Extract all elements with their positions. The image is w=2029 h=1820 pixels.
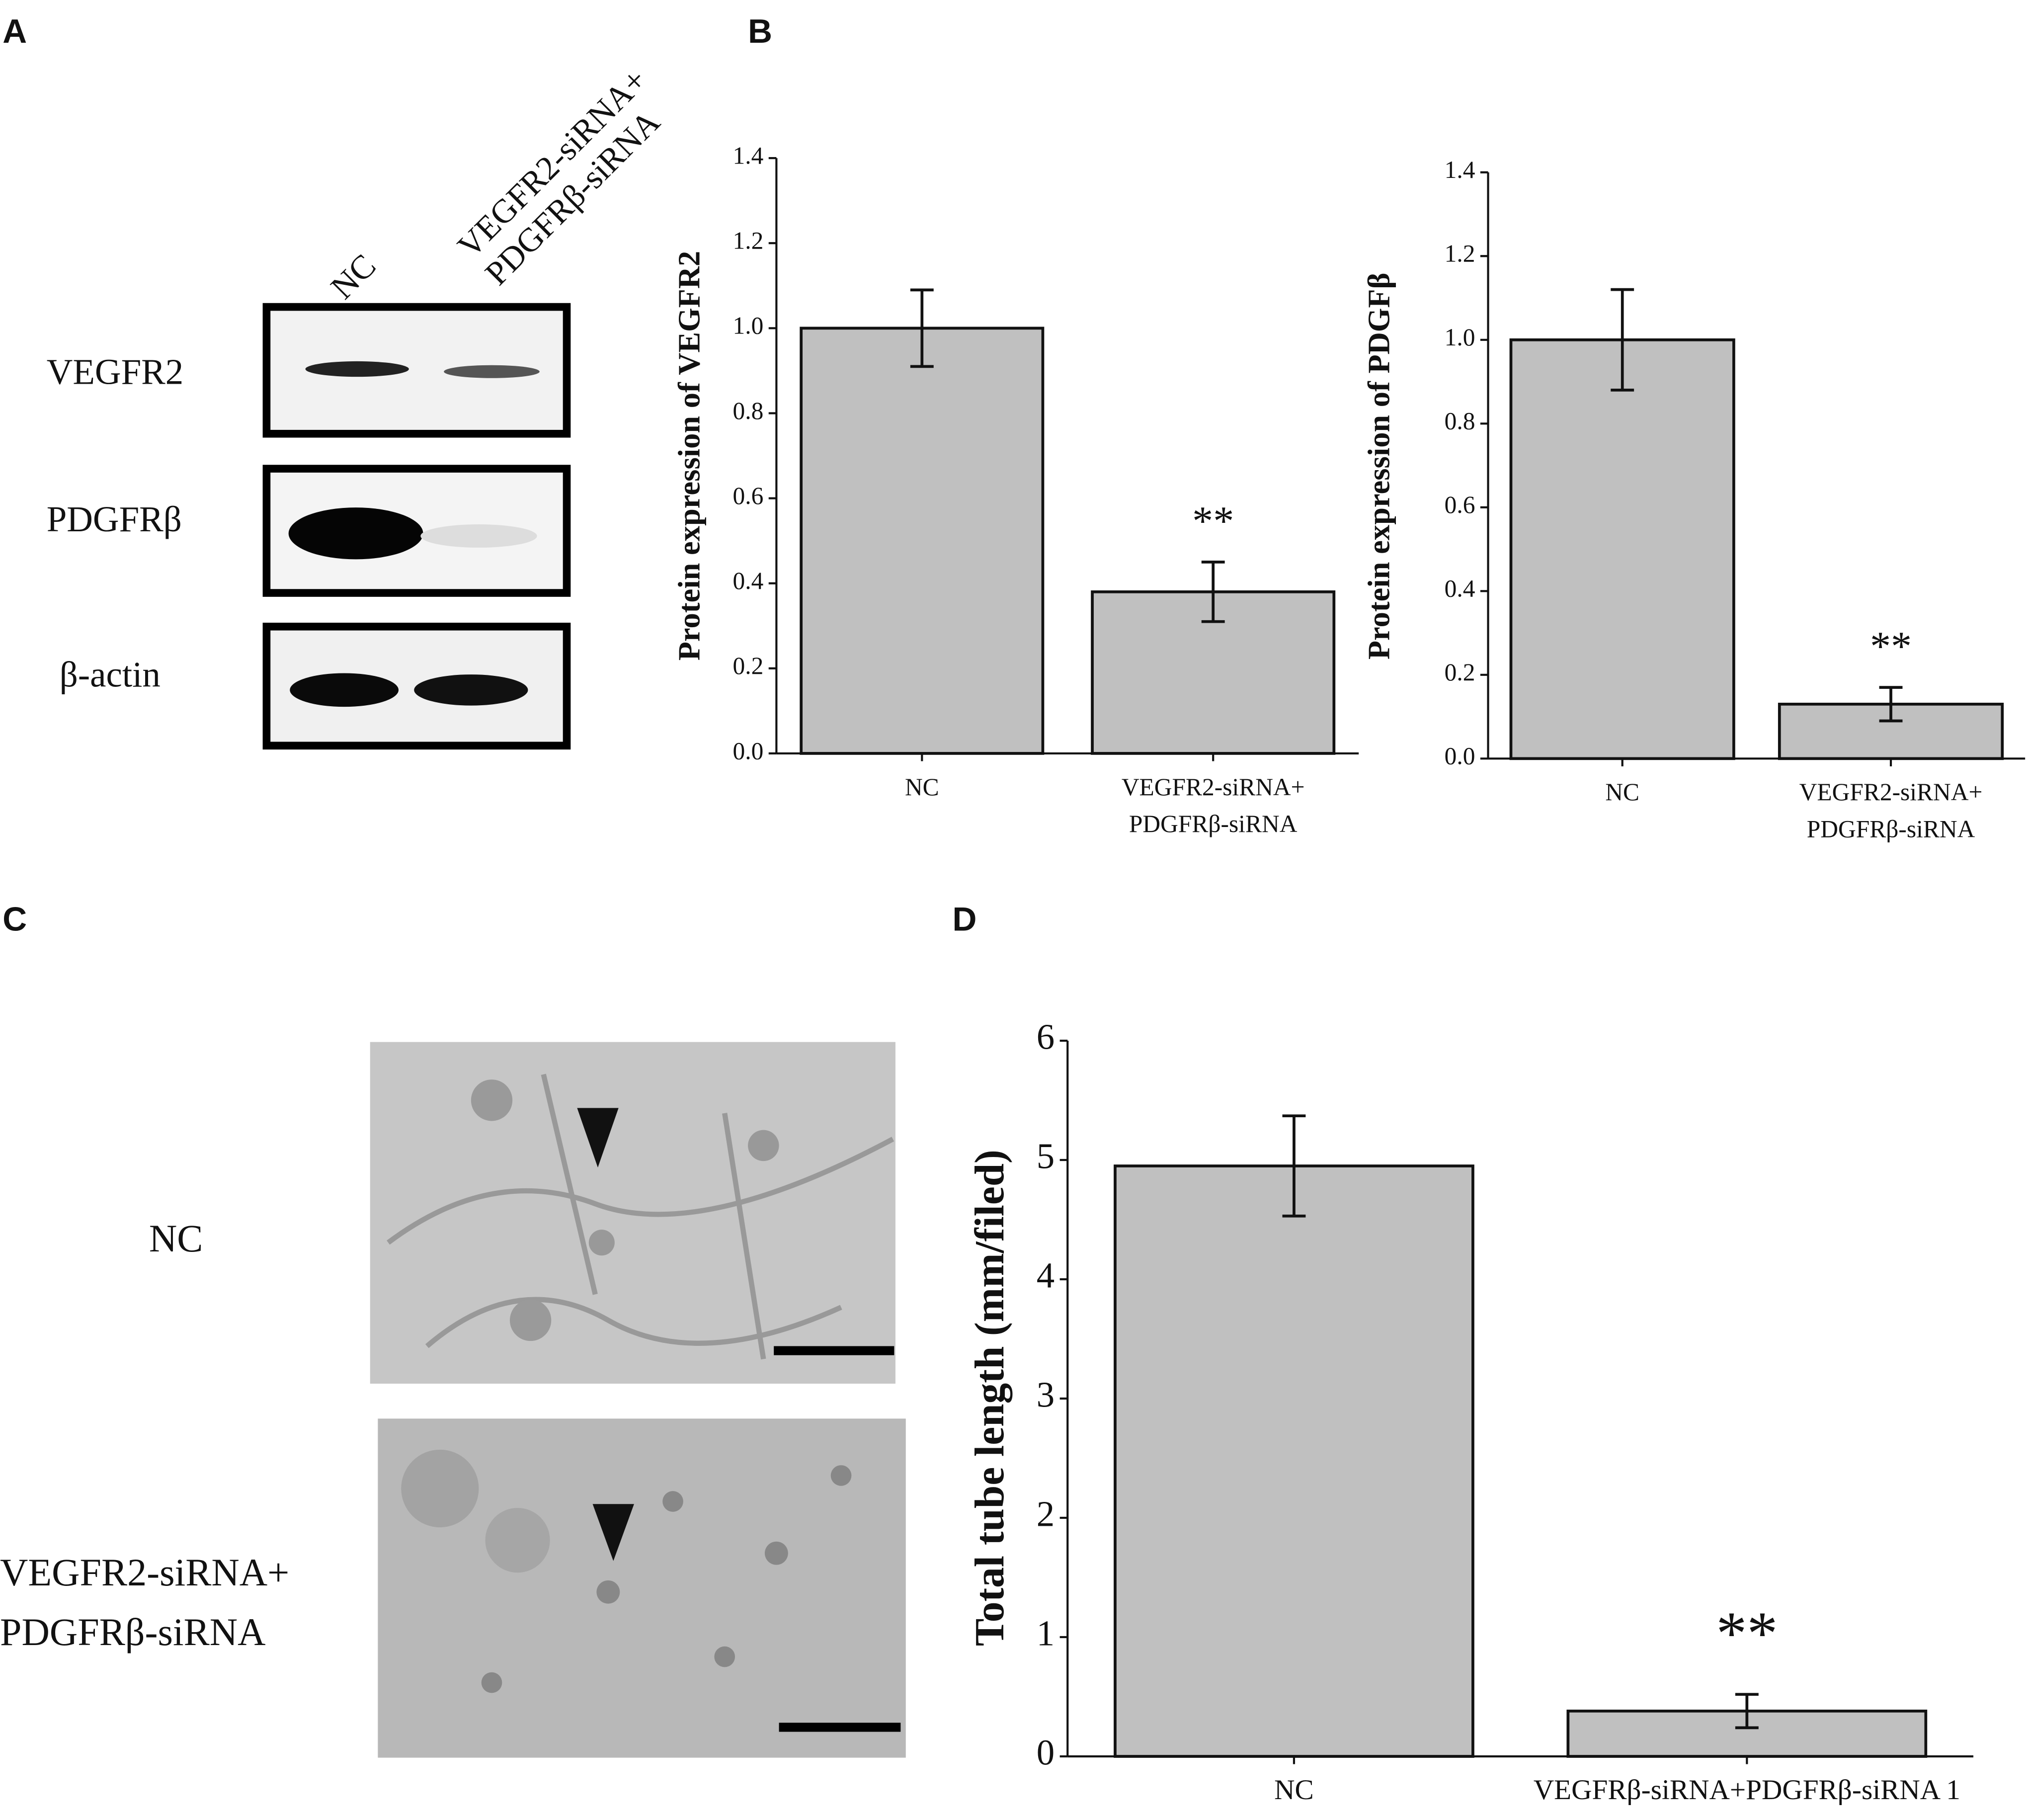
blot-images [262,303,571,750]
significance: ** [1716,1599,1778,1667]
y-tick-label: 0.2 [732,652,763,679]
error-bar [1879,686,1903,723]
blot-lane-label: NC [324,247,383,306]
panel-label: C [2,901,27,938]
y-tick-label: 0.4 [732,567,763,594]
y-tick-label: 1.0 [1445,324,1475,351]
y-tick-label: 0.0 [732,737,763,764]
x-tick-label: VEGFR2-siRNA+ PDGFRβ-siRNA [1799,779,1983,843]
panel-label: A [2,13,27,50]
blot-row-label: PDGFRβ [47,499,182,539]
significance: ** [1192,498,1234,544]
y-tick-label: 4 [1037,1255,1055,1296]
y-tick-label: 0 [1037,1733,1055,1773]
x-tick-label: NC [905,773,939,801]
micrograph-label: NC [149,1217,203,1260]
blot-row-label: β-actin [60,655,161,695]
micrograph-label: VEGFR2-siRNA+ PDGFRβ-siRNA [0,1551,289,1654]
y-tick-label: 0.8 [1445,408,1475,435]
y-tick-label: 3 [1037,1375,1055,1415]
y-tick-label: 0.0 [1445,743,1475,770]
y-tick-label: 6 [1037,1017,1055,1057]
y-tick-label: 0.4 [1445,575,1475,602]
y-tick-label: 1.2 [732,227,763,254]
x-tick-label: VEGFRβ-siRNA+PDGFRβ-siRNA 1 [1534,1774,1960,1806]
y-tick-label: 0.6 [732,482,763,509]
panel-label: B [748,13,772,50]
y-axis-label: Total tube length (mm/filed) [967,1150,1013,1646]
y-tick-label: 1.4 [1445,156,1475,183]
error-bar [1282,1114,1306,1218]
y-tick-label: 1.4 [732,142,763,169]
y-tick-label: 2 [1037,1494,1055,1534]
bar [1114,1164,1474,1758]
y-tick-label: 0.2 [1445,659,1475,686]
error-bar [1611,288,1634,392]
blot-row-label: VEGFR2 [47,351,183,392]
y-axis-label: Protein expression of VEGFR2 [671,251,706,661]
significance: ** [1870,623,1912,669]
bar [800,327,1045,755]
y-tick-label: 1.2 [1445,240,1475,267]
error-bar [910,288,934,368]
micrograph-images [370,1042,906,1758]
x-tick-label: NC [1605,779,1639,806]
y-axis-label: Protein expression of PDGFβ [1361,273,1396,660]
error-bar [1735,1693,1759,1730]
blot-lane-label: VEGFR2-siRNA+PDGFRβ-siRNA [450,61,681,292]
y-tick-label: 1.0 [732,312,763,339]
x-tick-label: NC [1274,1774,1314,1806]
x-tick-label: VEGFR2-siRNA+ PDGFRβ-siRNA [1122,773,1305,837]
y-tick-label: 0.6 [1445,491,1475,518]
y-tick-label: 1 [1037,1613,1055,1654]
error-bar [1201,561,1225,623]
bar [1509,338,1735,760]
y-tick-label: 5 [1037,1136,1055,1176]
y-tick-label: 0.8 [732,397,763,424]
panel-label: D [953,901,977,938]
